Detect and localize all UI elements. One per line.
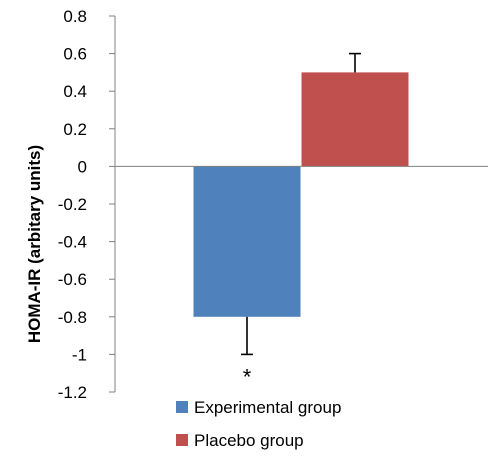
y-axis: 0.8 0.6 0.4 0.2 0 -0.2 -0.4 -0.6 -0.8 -1 -1.2 xyxy=(58,7,116,402)
error-bars xyxy=(241,52,361,356)
legend: Experimental group Placebo group xyxy=(176,398,341,450)
y-tick-label: 0.2 xyxy=(63,120,87,139)
bar-placebo-group xyxy=(301,72,409,167)
y-tick-label: -0.4 xyxy=(58,233,87,252)
legend-swatch xyxy=(176,401,188,413)
y-tick-label: 0.4 xyxy=(63,82,87,101)
y-tick-label: -1 xyxy=(72,345,87,364)
y-tick-label: 0.6 xyxy=(63,45,87,64)
y-axis-title: HOMA-IR (arbitary units) xyxy=(25,145,44,343)
y-tick-label: -0.8 xyxy=(58,308,87,327)
significance-annotation: * xyxy=(243,364,252,389)
y-tick-labels: 0.8 0.6 0.4 0.2 0 -0.2 -0.4 -0.6 -0.8 -1 -1.2 xyxy=(58,7,87,402)
y-ticks xyxy=(109,15,115,393)
y-tick-label: -1.2 xyxy=(58,383,87,402)
bar-experimental-group xyxy=(193,166,301,317)
y-tick-label: -0.2 xyxy=(58,195,87,214)
y-tick-label: 0.8 xyxy=(63,7,87,26)
legend-swatch xyxy=(176,434,188,446)
legend-label: Placebo group xyxy=(194,431,304,450)
y-tick-label: -0.6 xyxy=(58,270,87,289)
bars xyxy=(193,72,409,317)
y-tick-label: 0 xyxy=(78,157,87,176)
legend-label: Experimental group xyxy=(194,398,341,417)
